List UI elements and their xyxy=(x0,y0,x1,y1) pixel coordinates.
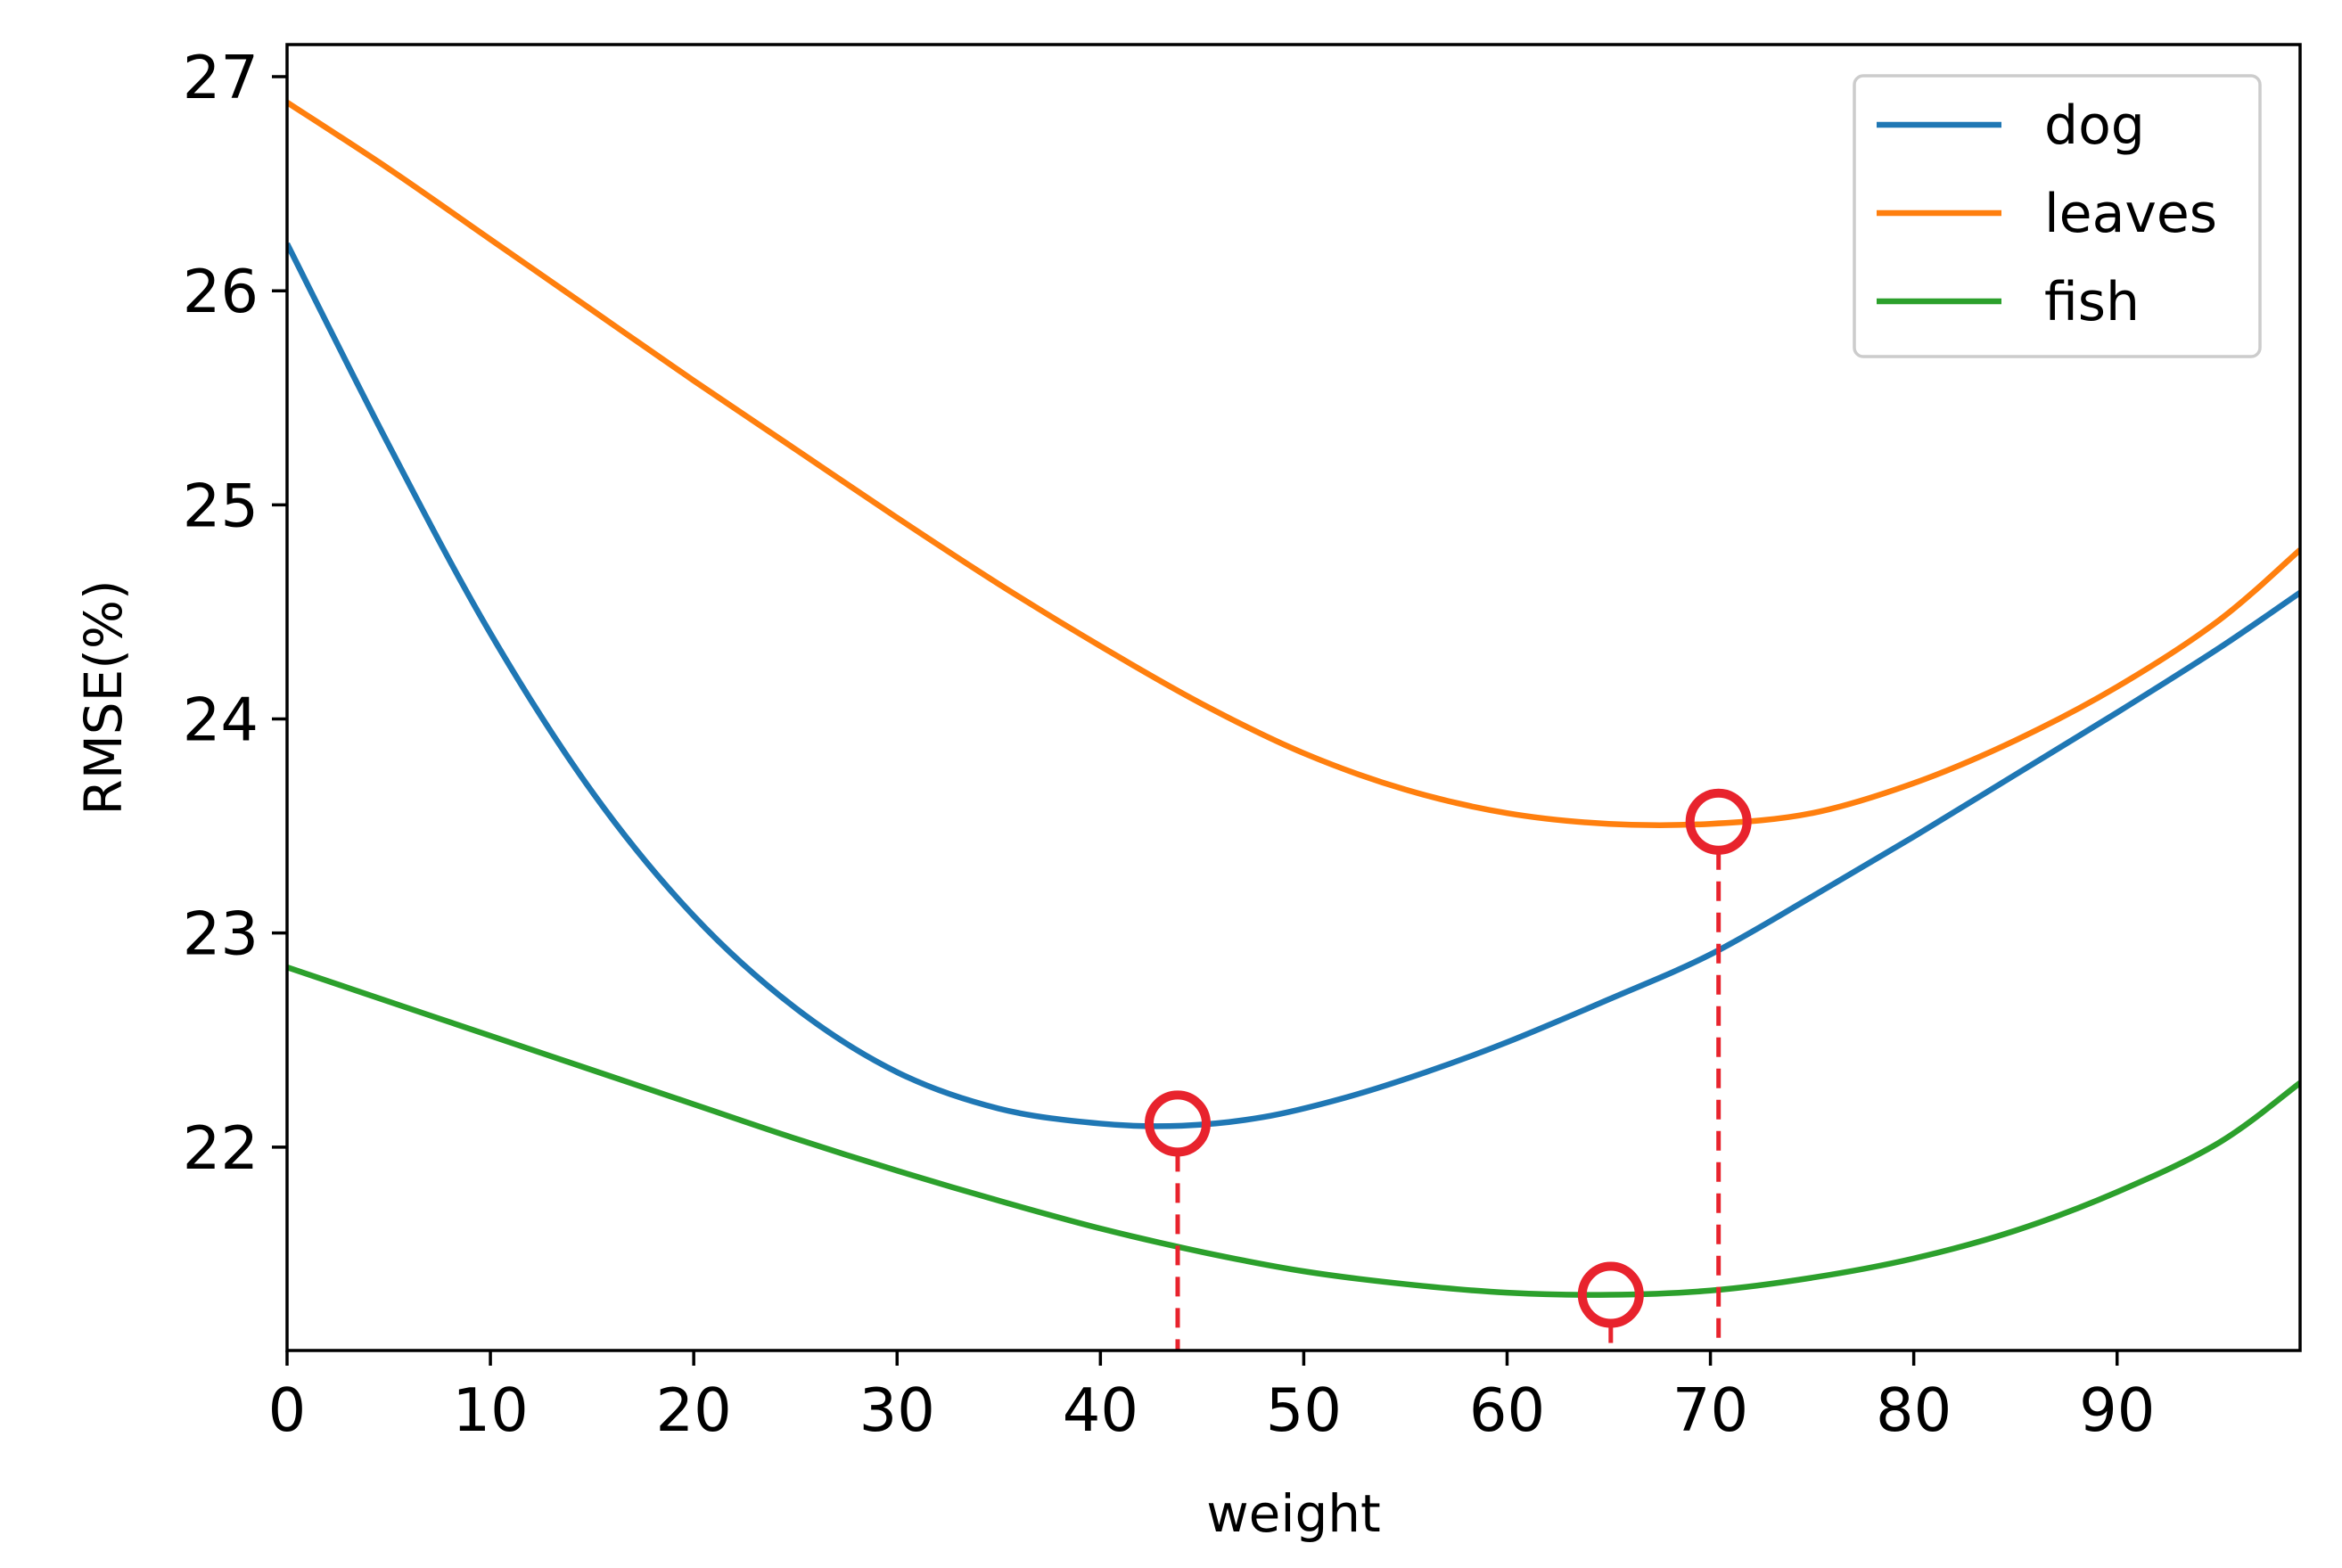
y-axis-label: RMSE(%) xyxy=(73,579,134,815)
x-tick-label: 20 xyxy=(656,1375,732,1445)
x-tick-label: 40 xyxy=(1063,1375,1138,1445)
min-marker-leaves xyxy=(1685,788,1752,855)
x-axis-label: weight xyxy=(1206,1483,1381,1544)
x-tick-label: 90 xyxy=(2079,1375,2155,1445)
x-tick-label: 80 xyxy=(1876,1375,1952,1445)
x-tick-label: 30 xyxy=(859,1375,935,1445)
axes: 0 10 20 30 40 50 60 70 80 90 22 23 24 25 26 27 weight RMS… xyxy=(73,43,2302,1544)
x-tick-label: 50 xyxy=(1266,1375,1342,1445)
legend-label-fish: fish xyxy=(2044,271,2140,333)
legend-label-leaves: leaves xyxy=(2044,183,2217,245)
legend-label-dog: dog xyxy=(2044,94,2145,157)
series-line-dog xyxy=(287,242,2300,1129)
y-tick-label: 24 xyxy=(183,685,259,755)
legend: dog leaves fish xyxy=(1853,74,2262,358)
series-lines xyxy=(287,100,2300,1298)
legend-box xyxy=(1853,74,2262,358)
x-tick-label: 70 xyxy=(1672,1375,1748,1445)
min-marker-fish xyxy=(1577,1261,1644,1328)
y-tick-label: 26 xyxy=(183,257,259,326)
y-tick-label: 23 xyxy=(183,899,259,969)
y-tick-label: 25 xyxy=(183,471,259,540)
plot-frame xyxy=(285,43,2302,1352)
y-tick-label: 27 xyxy=(183,43,259,112)
min-marker-dog xyxy=(1144,1090,1211,1157)
y-tick-label: 22 xyxy=(183,1113,259,1183)
series-line-leaves xyxy=(287,100,2300,828)
x-tick-label: 60 xyxy=(1469,1375,1545,1445)
x-tick-label: 10 xyxy=(452,1375,528,1445)
minimum-annotations xyxy=(1144,788,1752,1350)
x-tick-label: 0 xyxy=(268,1375,307,1445)
series-line-fish xyxy=(287,965,2300,1298)
